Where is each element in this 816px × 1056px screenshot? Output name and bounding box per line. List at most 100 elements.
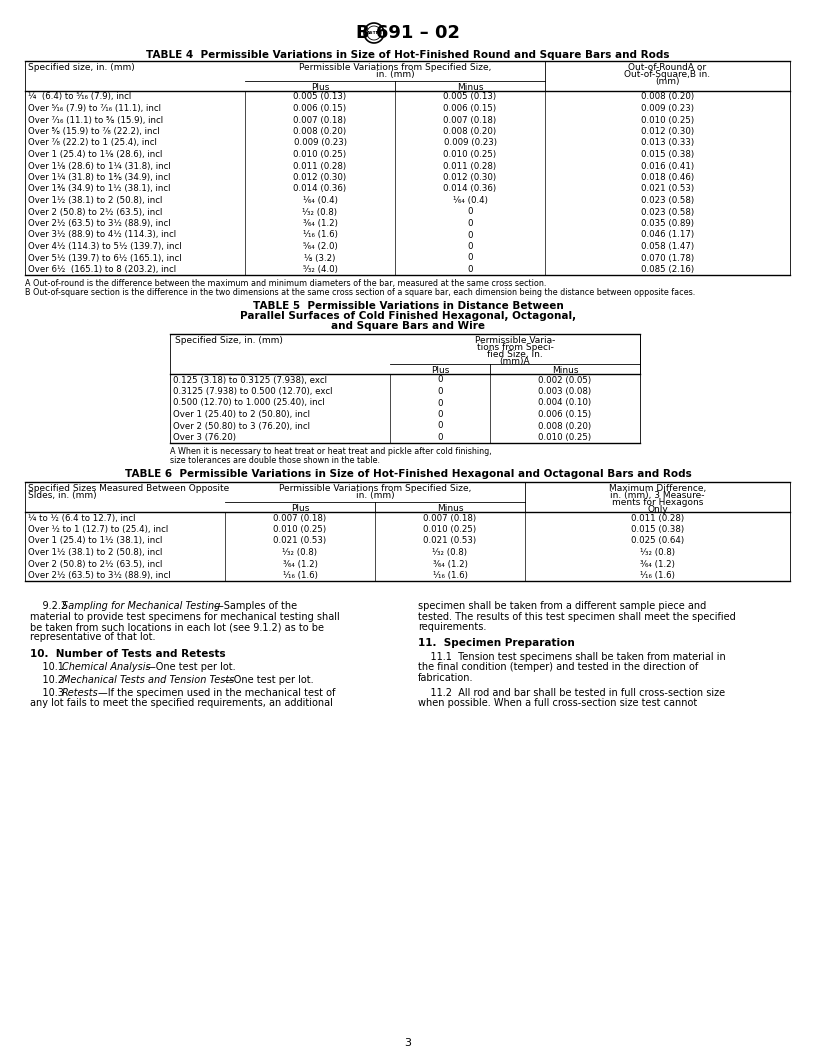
Text: Permissible Variations from Specified Size,: Permissible Variations from Specified Si… — [299, 63, 491, 72]
Text: 0.006 (0.15): 0.006 (0.15) — [294, 103, 347, 113]
Text: 0.009 (0.23): 0.009 (0.23) — [641, 103, 694, 113]
Text: 0: 0 — [437, 386, 443, 396]
Text: 3: 3 — [405, 1038, 411, 1048]
Text: 0: 0 — [437, 398, 443, 408]
Text: ¹⁄₁₆ (1.6): ¹⁄₁₆ (1.6) — [640, 571, 675, 580]
Text: Over 1½ (38.1) to 2 (50.8), incl: Over 1½ (38.1) to 2 (50.8), incl — [28, 548, 162, 557]
Text: TABLE 4  Permissible Variations in Size of Hot-Finished Round and Square Bars an: TABLE 4 Permissible Variations in Size o… — [146, 50, 670, 60]
Text: Over ⁵⁄₁₆ (7.9) to ⁷⁄₁₆ (11.1), incl: Over ⁵⁄₁₆ (7.9) to ⁷⁄₁₆ (11.1), incl — [28, 103, 161, 113]
Text: material to provide test specimens for mechanical testing shall: material to provide test specimens for m… — [30, 611, 339, 622]
Text: requirements.: requirements. — [418, 622, 486, 631]
Text: 0.006 (0.15): 0.006 (0.15) — [443, 103, 497, 113]
Text: 10.  Number of Tests and Retests: 10. Number of Tests and Retests — [30, 649, 226, 659]
Text: fied Size, in.: fied Size, in. — [487, 350, 543, 359]
Text: any lot fails to meet the specified requirements, an additional: any lot fails to meet the specified requ… — [30, 698, 333, 708]
Text: Over 1 (25.4) to 1⅛ (28.6), incl: Over 1 (25.4) to 1⅛ (28.6), incl — [28, 150, 162, 159]
Text: 0: 0 — [437, 421, 443, 431]
Text: Plus: Plus — [290, 504, 309, 513]
Text: (mm): (mm) — [655, 77, 680, 86]
Text: 0.023 (0.58): 0.023 (0.58) — [641, 207, 694, 216]
Text: ¹⁄₁₆ (1.6): ¹⁄₁₆ (1.6) — [303, 230, 338, 240]
Text: in. (mm): in. (mm) — [375, 70, 415, 79]
Text: be taken from such locations in each lot (see 9.1.2) as to be: be taken from such locations in each lot… — [30, 622, 324, 631]
Text: 0.046 (1.17): 0.046 (1.17) — [641, 230, 694, 240]
Text: 0.008 (0.20): 0.008 (0.20) — [641, 93, 694, 101]
Text: ³⁄₆₄ (1.2): ³⁄₆₄ (1.2) — [432, 560, 468, 568]
Text: Over 2½ (63.5) to 3½ (88.9), incl: Over 2½ (63.5) to 3½ (88.9), incl — [28, 571, 171, 580]
Text: specimen shall be taken from a different sample piece and: specimen shall be taken from a different… — [418, 601, 707, 611]
Text: 11.1  Tension test specimens shall be taken from material in: 11.1 Tension test specimens shall be tak… — [418, 652, 725, 662]
Text: ³⁄₆₄ (1.2): ³⁄₆₄ (1.2) — [282, 560, 317, 568]
Text: Over 1½ (38.1) to 2 (50.8), incl: Over 1½ (38.1) to 2 (50.8), incl — [28, 196, 162, 205]
Text: 0.011 (0.28): 0.011 (0.28) — [443, 162, 497, 170]
Text: Permissible Varia-: Permissible Varia- — [475, 336, 555, 345]
Text: 0: 0 — [437, 433, 443, 442]
Text: Only: Only — [647, 505, 667, 514]
Text: Retests: Retests — [62, 687, 99, 698]
Text: Out-of-Square,B in.: Out-of-Square,B in. — [624, 70, 711, 79]
Text: 11.2  All rod and bar shall be tested in full cross-section size: 11.2 All rod and bar shall be tested in … — [418, 687, 725, 698]
Text: fabrication.: fabrication. — [418, 673, 473, 683]
Text: Chemical Analysis: Chemical Analysis — [62, 662, 151, 673]
Text: 0: 0 — [437, 410, 443, 419]
Text: A Out-of-round is the difference between the maximum and minimum diameters of th: A Out-of-round is the difference between… — [25, 279, 547, 288]
Text: Specified size, in. (mm): Specified size, in. (mm) — [28, 63, 135, 72]
Text: 0.010 (0.25): 0.010 (0.25) — [443, 150, 497, 159]
Text: Maximum Difference,: Maximum Difference, — [609, 484, 706, 493]
Text: 0.007 (0.18): 0.007 (0.18) — [424, 513, 477, 523]
Text: 0.085 (2.16): 0.085 (2.16) — [641, 265, 694, 274]
Text: ¹⁄₆₄ (0.4): ¹⁄₆₄ (0.4) — [453, 196, 487, 205]
Text: ments for Hexagons: ments for Hexagons — [612, 498, 703, 507]
Text: 0.003 (0.08): 0.003 (0.08) — [539, 386, 592, 396]
Text: 0.012 (0.30): 0.012 (0.30) — [641, 127, 694, 136]
Text: —If the specimen used in the mechanical test of: —If the specimen used in the mechanical … — [98, 687, 335, 698]
Text: ¹⁄₃₂ (0.8): ¹⁄₃₂ (0.8) — [282, 548, 317, 557]
Text: ¹⁄₃₂ (0.8): ¹⁄₃₂ (0.8) — [303, 207, 338, 216]
Text: ¹⁄₃₂ (0.8): ¹⁄₃₂ (0.8) — [640, 548, 675, 557]
Text: (mm)A: (mm)A — [499, 357, 530, 366]
Text: 0.005 (0.13): 0.005 (0.13) — [294, 93, 347, 101]
Text: 0.015 (0.38): 0.015 (0.38) — [631, 525, 684, 534]
Text: ⅛ (3.2): ⅛ (3.2) — [304, 253, 335, 263]
Text: 0.3125 (7.938) to 0.500 (12.70), excl: 0.3125 (7.938) to 0.500 (12.70), excl — [173, 386, 332, 396]
Text: ³⁄₆₄ (1.2): ³⁄₆₄ (1.2) — [303, 219, 338, 228]
Text: 0.016 (0.41): 0.016 (0.41) — [641, 162, 694, 170]
Text: 0.013 (0.33): 0.013 (0.33) — [641, 138, 694, 148]
Text: 0.018 (0.46): 0.018 (0.46) — [641, 173, 694, 182]
Text: Over 2 (50.8) to 2½ (63.5), incl: Over 2 (50.8) to 2½ (63.5), incl — [28, 207, 162, 216]
Text: 10.3: 10.3 — [30, 687, 70, 698]
Text: ¹⁄₁₆ (1.6): ¹⁄₁₆ (1.6) — [282, 571, 317, 580]
Text: 0.010 (0.25): 0.010 (0.25) — [641, 115, 694, 125]
Text: Over 4½ (114.3) to 5½ (139.7), incl: Over 4½ (114.3) to 5½ (139.7), incl — [28, 242, 182, 251]
Text: Mechanical Tests and Tension Tests: Mechanical Tests and Tension Tests — [62, 675, 234, 685]
Text: 0.010 (0.25): 0.010 (0.25) — [539, 433, 592, 442]
Text: ¹⁄₆₄ (0.4): ¹⁄₆₄ (0.4) — [303, 196, 338, 205]
Text: 0.125 (3.18) to 0.3125 (7.938), excl: 0.125 (3.18) to 0.3125 (7.938), excl — [173, 376, 327, 384]
Text: Over 1⅛ (28.6) to 1¼ (31.8), incl: Over 1⅛ (28.6) to 1¼ (31.8), incl — [28, 162, 171, 170]
Text: and Square Bars and Wire: and Square Bars and Wire — [331, 321, 485, 331]
Text: 0.008 (0.20): 0.008 (0.20) — [443, 127, 497, 136]
Text: TABLE 5  Permissible Variations in Distance Between: TABLE 5 Permissible Variations in Distan… — [253, 301, 563, 312]
Text: 0: 0 — [468, 207, 472, 216]
Text: Over 5½ (139.7) to 6½ (165.1), incl: Over 5½ (139.7) to 6½ (165.1), incl — [28, 253, 182, 263]
Text: 10.1: 10.1 — [30, 662, 70, 673]
Text: Over 1¼ (31.8) to 1⅜ (34.9), incl: Over 1¼ (31.8) to 1⅜ (34.9), incl — [28, 173, 171, 182]
Text: 0.007 (0.18): 0.007 (0.18) — [294, 115, 347, 125]
Text: tested. The results of this test specimen shall meet the specified: tested. The results of this test specime… — [418, 611, 736, 622]
Text: in. (mm): in. (mm) — [356, 491, 394, 499]
Text: 0.015 (0.38): 0.015 (0.38) — [641, 150, 694, 159]
Text: 0.025 (0.64): 0.025 (0.64) — [631, 536, 684, 546]
Text: 0.070 (1.78): 0.070 (1.78) — [641, 253, 694, 263]
Text: Over 2½ (63.5) to 3½ (88.9), incl: Over 2½ (63.5) to 3½ (88.9), incl — [28, 219, 171, 228]
Text: A When it is necessary to heat treat or heat treat and pickle after cold finishi: A When it is necessary to heat treat or … — [170, 447, 491, 456]
Text: 0.023 (0.58): 0.023 (0.58) — [641, 196, 694, 205]
Text: Over 6½  (165.1) to 8 (203.2), incl: Over 6½ (165.1) to 8 (203.2), incl — [28, 265, 176, 274]
Text: Specified Size, in. (mm): Specified Size, in. (mm) — [175, 336, 283, 345]
Text: 0.007 (0.18): 0.007 (0.18) — [273, 513, 326, 523]
Text: Minus: Minus — [437, 504, 463, 513]
Text: tions from Speci-: tions from Speci- — [477, 343, 553, 352]
Text: 0.021 (0.53): 0.021 (0.53) — [273, 536, 326, 546]
Text: B 691 – 02: B 691 – 02 — [356, 24, 460, 42]
Text: Over 2 (50.80) to 3 (76.20), incl: Over 2 (50.80) to 3 (76.20), incl — [173, 421, 310, 431]
Text: 0.021 (0.53): 0.021 (0.53) — [424, 536, 477, 546]
